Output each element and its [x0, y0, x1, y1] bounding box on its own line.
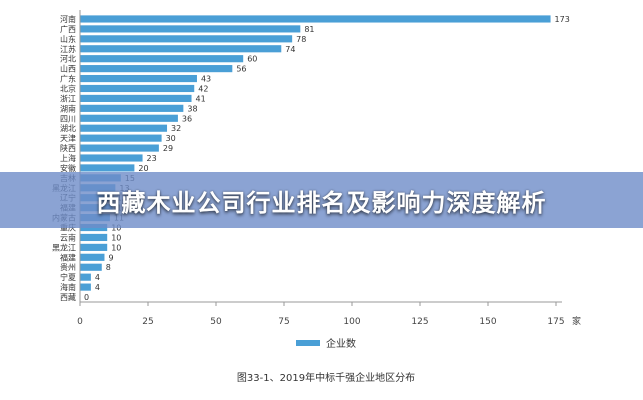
x-tick-label-1: 25 — [142, 317, 153, 327]
value-label-1: 81 — [304, 25, 314, 34]
category-label-12: 天津 — [60, 133, 76, 143]
bar-2 — [80, 35, 293, 43]
value-label-21: 10 — [111, 224, 121, 233]
x-tick-label-5: 125 — [411, 317, 428, 327]
bar-10 — [80, 114, 178, 122]
value-label-13: 29 — [163, 144, 173, 153]
x-tick-label-0: 0 — [77, 317, 83, 327]
value-label-7: 42 — [198, 84, 208, 93]
value-label-0: 173 — [555, 15, 570, 24]
chart-caption: 图33-1、2019年中标千强企业地区分布 — [237, 371, 415, 384]
value-label-28: 0 — [84, 293, 89, 302]
value-label-25: 8 — [106, 263, 111, 272]
x-ticks: 0 25 50 75 100 125 150 175 — [77, 302, 565, 327]
value-label-24: 9 — [108, 253, 113, 262]
x-tick-label-6: 150 — [479, 317, 496, 327]
value-label-2: 78 — [296, 35, 306, 44]
x-axis-unit: 家 — [572, 315, 581, 327]
bar-27 — [80, 283, 91, 291]
value-label-4: 60 — [247, 55, 257, 64]
category-label-26: 宁夏 — [60, 272, 76, 282]
value-label-6: 43 — [201, 75, 211, 84]
category-label-14: 上海 — [60, 153, 76, 163]
x-tick-label-2: 50 — [210, 317, 222, 327]
value-label-14: 23 — [147, 154, 157, 163]
category-label-11: 湖北 — [60, 124, 76, 133]
category-label-9: 湖南 — [60, 103, 76, 113]
bar-0 — [80, 15, 551, 23]
category-label-2: 山东 — [60, 34, 76, 44]
bar-12 — [80, 134, 162, 142]
bar-15 — [80, 164, 135, 172]
bar-9 — [80, 104, 184, 112]
category-label-27: 海南 — [60, 282, 76, 292]
bar-13 — [80, 144, 159, 152]
category-label-22: 云南 — [60, 232, 76, 242]
category-label-6: 广东 — [60, 74, 76, 84]
category-label-3: 江苏 — [60, 44, 76, 54]
category-label-25: 贵州 — [60, 262, 76, 272]
category-label-0: 河南 — [60, 14, 76, 24]
bar-4 — [80, 55, 244, 63]
bar-7 — [80, 84, 195, 93]
value-label-5: 56 — [236, 65, 246, 74]
category-label-23: 黑龙江 — [52, 242, 76, 252]
category-label-13: 陕西 — [60, 143, 76, 153]
bar-5 — [80, 65, 233, 73]
value-label-15: 20 — [138, 164, 148, 173]
bar-26 — [80, 273, 91, 281]
bar-25 — [80, 263, 102, 271]
bar-24 — [80, 253, 105, 261]
bar-1 — [80, 25, 301, 33]
value-label-27: 4 — [95, 283, 100, 292]
x-tick-label-4: 100 — [343, 317, 360, 327]
bar-11 — [80, 124, 168, 132]
value-label-12: 30 — [166, 134, 176, 143]
bar-8 — [80, 94, 192, 102]
x-tick-label-3: 75 — [278, 317, 289, 327]
bar-14 — [80, 154, 143, 162]
value-label-9: 38 — [187, 104, 197, 113]
value-label-22: 10 — [111, 233, 121, 242]
category-label-24: 福建 — [60, 252, 76, 262]
category-label-15: 安徽 — [60, 163, 76, 173]
bar-6 — [80, 74, 197, 83]
legend-label: 企业数 — [326, 337, 356, 350]
category-label-10: 四川 — [60, 114, 76, 123]
banner-title: 西藏木业公司行业排名及影响力深度解析 — [96, 188, 547, 217]
bar-3 — [80, 45, 282, 53]
category-label-4: 河北 — [60, 54, 76, 64]
bar-23 — [80, 243, 108, 251]
legend-swatch — [296, 340, 320, 346]
category-label-7: 北京 — [60, 83, 76, 93]
bar-22 — [80, 233, 108, 242]
category-label-8: 浙江 — [60, 93, 76, 103]
value-label-10: 36 — [182, 114, 192, 123]
title-banner: 西藏木业公司行业排名及影响力深度解析 — [0, 172, 643, 228]
category-label-5: 山西 — [60, 64, 76, 74]
x-tick-label-7: 175 — [547, 317, 564, 327]
category-label-28: 西藏 — [60, 292, 76, 302]
category-label-1: 广西 — [60, 24, 76, 34]
value-label-23: 10 — [111, 243, 121, 252]
value-label-8: 41 — [196, 94, 206, 103]
value-label-3: 74 — [285, 45, 295, 54]
value-label-11: 32 — [171, 124, 181, 133]
category-labels: 河南广西山东江苏河北山西广东北京浙江湖南四川湖北天津陕西上海安徽吉林黑龙江辽宁福… — [52, 14, 76, 302]
value-label-26: 4 — [95, 273, 100, 282]
